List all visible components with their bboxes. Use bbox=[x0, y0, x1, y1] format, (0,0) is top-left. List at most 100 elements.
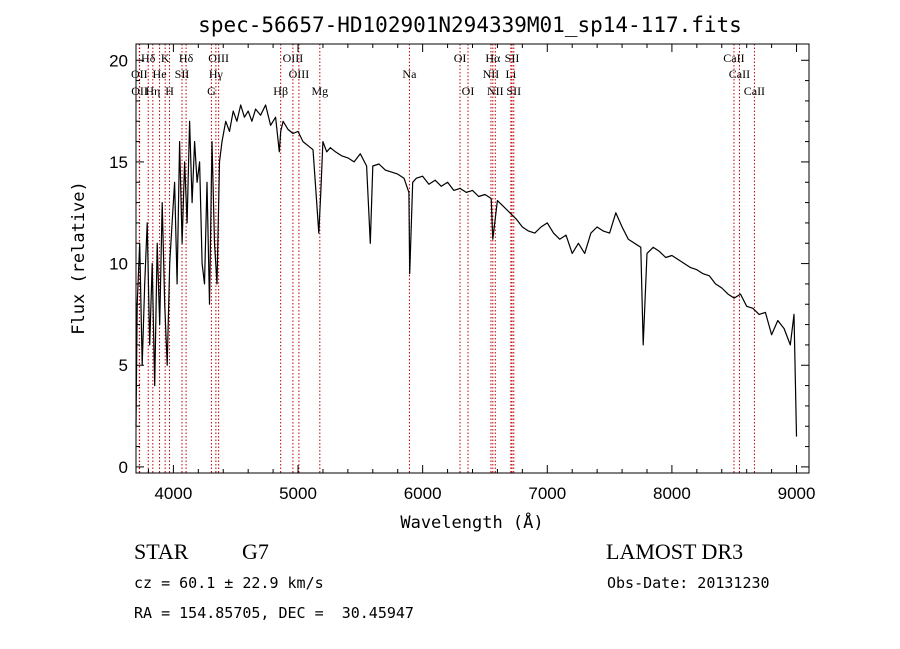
flux-point-92 bbox=[490, 198, 492, 199]
flux-point-20 bbox=[184, 161, 186, 163]
y-tick-label-4: 20 bbox=[109, 51, 128, 70]
line-label-9: OIII bbox=[208, 51, 229, 65]
flux-point-58 bbox=[316, 202, 318, 203]
flux-point-31 bbox=[211, 141, 213, 142]
ra-dec: RA = 154.85705, DEC = 30.45947 bbox=[134, 604, 414, 622]
flux-point-73 bbox=[384, 169, 386, 171]
flux-point-110 bbox=[596, 226, 598, 228]
flux-point-122 bbox=[665, 257, 667, 258]
line-label-11: G bbox=[207, 84, 216, 98]
flux-point-125 bbox=[683, 263, 685, 264]
flux-point-57 bbox=[312, 149, 314, 151]
flux-point-17 bbox=[176, 283, 178, 285]
flux-point-91 bbox=[484, 194, 486, 195]
x-tick-label-4: 8000 bbox=[653, 484, 691, 503]
y-tick-label-0: 0 bbox=[119, 458, 128, 477]
flux-point-39 bbox=[236, 120, 238, 122]
line-label-1: OII bbox=[131, 67, 148, 81]
flux-point-81 bbox=[422, 175, 424, 177]
flux-point-26 bbox=[199, 161, 200, 163]
line-label-19: Hα bbox=[485, 51, 501, 65]
flux-point-134 bbox=[740, 293, 741, 295]
flux-point-66 bbox=[347, 157, 349, 159]
flux-point-54 bbox=[297, 131, 299, 132]
x-axis-label: Wavelength (Å) bbox=[400, 511, 543, 533]
y-tick-label-2: 10 bbox=[109, 255, 128, 274]
flux-point-137 bbox=[758, 314, 760, 315]
flux-point-9 bbox=[156, 242, 158, 244]
flux-point-34 bbox=[219, 161, 220, 163]
flux-point-129 bbox=[708, 275, 710, 277]
flux-point-77 bbox=[408, 192, 410, 193]
flux-point-51 bbox=[282, 120, 284, 122]
flux-point-49 bbox=[278, 151, 280, 153]
flux-point-86 bbox=[453, 189, 455, 191]
flux-point-121 bbox=[659, 250, 660, 252]
flux-point-126 bbox=[690, 267, 692, 269]
flux-point-68 bbox=[359, 153, 361, 155]
line-label-15: Mg bbox=[311, 84, 328, 98]
flux-point-117 bbox=[640, 246, 642, 248]
flux-point-67 bbox=[353, 161, 355, 163]
line-label-16: Na bbox=[402, 67, 417, 81]
flux-point-83 bbox=[434, 179, 436, 181]
line-label-4: Hη bbox=[145, 84, 160, 98]
flux-point-144 bbox=[796, 436, 797, 437]
flux-point-72 bbox=[378, 163, 380, 165]
flux-point-113 bbox=[615, 212, 617, 214]
flux-point-118 bbox=[642, 344, 644, 346]
flux-point-33 bbox=[216, 283, 218, 285]
flux-point-46 bbox=[265, 104, 267, 106]
flux-point-93 bbox=[492, 238, 494, 240]
flux-point-5 bbox=[146, 222, 148, 224]
flux-point-62 bbox=[326, 151, 328, 153]
flux-point-101 bbox=[540, 226, 542, 228]
flux-point-22 bbox=[189, 120, 190, 122]
x-tick-label-5: 9000 bbox=[778, 484, 816, 503]
line-label-12: Hβ bbox=[273, 84, 288, 98]
object-class: STAR bbox=[134, 539, 189, 564]
flux-point-136 bbox=[752, 307, 754, 309]
y-axis-ticks: 0 5 10 15 20 bbox=[109, 51, 809, 477]
flux-point-80 bbox=[416, 177, 417, 179]
line-label-14: OIII bbox=[289, 67, 310, 81]
flux-point-19 bbox=[181, 242, 183, 244]
x-tick-label-0: 4000 bbox=[154, 484, 192, 503]
line-label-18: OI bbox=[462, 84, 475, 98]
flux-point-104 bbox=[559, 238, 561, 240]
flux-point-7 bbox=[151, 263, 153, 264]
x-axis-ticks: 4000 5000 6000 7000 8000 9000 bbox=[147, 44, 816, 503]
line-label-6: SII bbox=[175, 67, 190, 81]
flux-point-103 bbox=[553, 232, 554, 234]
flux-point-130 bbox=[715, 283, 716, 285]
flux-point-127 bbox=[696, 269, 698, 271]
flux-point-141 bbox=[783, 328, 785, 330]
flux-point-70 bbox=[369, 242, 371, 244]
x-tick-label-2: 6000 bbox=[404, 484, 442, 503]
line-label-20: NII bbox=[483, 67, 500, 81]
flux-series bbox=[135, 104, 798, 437]
flux-point-112 bbox=[609, 232, 610, 234]
flux-point-106 bbox=[571, 253, 573, 254]
line-label-22: SII bbox=[505, 51, 520, 65]
flux-point-120 bbox=[652, 246, 654, 248]
flux-point-21 bbox=[186, 222, 188, 224]
flux-point-35 bbox=[221, 141, 223, 142]
flux-point-50 bbox=[280, 131, 282, 132]
observation-date: Obs-Date: 20131230 bbox=[607, 574, 770, 592]
line-label-26: CaII bbox=[729, 67, 750, 81]
flux-point-75 bbox=[397, 173, 399, 175]
flux-point-29 bbox=[206, 181, 208, 183]
flux-point-60 bbox=[320, 192, 322, 193]
flux-point-27 bbox=[201, 263, 203, 264]
flux-point-56 bbox=[307, 145, 309, 147]
line-label-3: He bbox=[153, 67, 167, 81]
chart-title: spec-56657-HD102901N294339M01_sp14-117.f… bbox=[198, 13, 742, 37]
flux-point-45 bbox=[260, 114, 262, 116]
flux-point-18 bbox=[179, 141, 181, 142]
plot-frame bbox=[135, 43, 810, 474]
flux-point-32 bbox=[214, 242, 215, 244]
flux-point-140 bbox=[777, 320, 779, 321]
y-tick-label-3: 15 bbox=[109, 153, 128, 172]
